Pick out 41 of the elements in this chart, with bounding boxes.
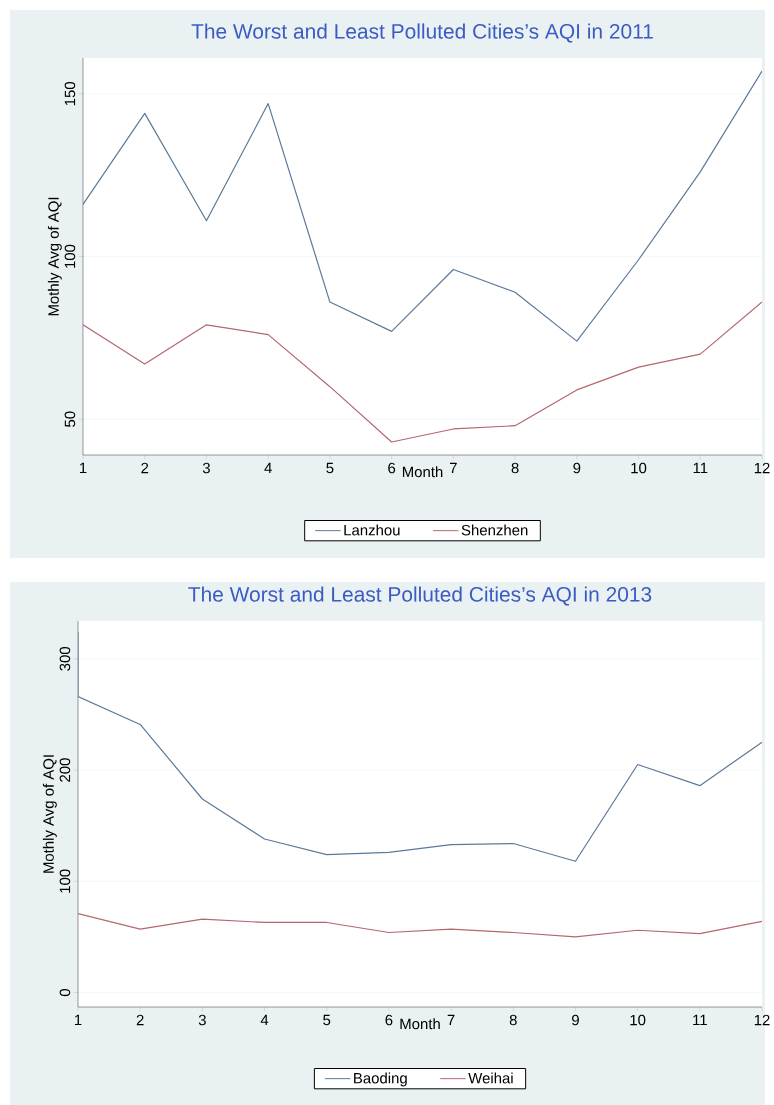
x-tick-label: 7 [447,1014,455,1026]
legend-label: Shenzhen [461,524,528,536]
y-tick-label: 0 [59,988,71,997]
y-axis-title: Mothly Avg of AQI [43,755,57,873]
x-tick-label: 11 [693,1014,708,1026]
x-tick-label: 8 [511,462,519,474]
x-tick-label: 4 [260,1014,269,1026]
x-tick-label: 1 [80,462,87,474]
x-axis-title: Month [400,1018,440,1030]
x-tick-label: 2 [136,1014,144,1026]
chart-title: The Worst and Least Polluted Cities’s AQI in 2011 [191,23,654,43]
x-tick-label: 6 [388,462,396,474]
y-tick-label: 50 [64,411,76,427]
legend-label: Lanzhou [344,524,400,536]
y-tick-label: 200 [59,758,71,782]
x-tick-label: 4 [264,462,273,474]
x-tick-label: 3 [203,462,211,474]
x-tick-label: 11 [693,462,708,474]
legend-label: Weihai [468,1072,513,1084]
x-axis-title: Month [403,466,443,478]
x-tick-label: 5 [326,462,334,474]
x-tick-label: 3 [198,1014,207,1026]
y-tick-label: 100 [59,869,71,893]
y-tick-label: 100 [64,244,76,268]
x-tick-label: 5 [323,1014,331,1026]
x-tick-label: 10 [631,462,647,474]
x-tick-label: 7 [450,462,457,474]
y-axis-title: Mothly Avg of AQI [48,197,62,316]
x-tick-label: 6 [385,1014,393,1026]
x-tick-label: 12 [755,1014,770,1026]
legend-label: Baoding [354,1072,407,1087]
x-tick-label: 12 [755,462,770,474]
x-tick-label: 10 [630,1014,646,1026]
x-tick-label: 9 [572,1014,580,1026]
chart-title: The Worst and Least Polluted Cities’s AQI in 2013 [188,586,652,606]
y-tick-label: 150 [64,81,76,106]
y-tick-label: 300 [59,646,71,671]
x-tick-label: 9 [573,462,581,474]
x-tick-label: 2 [141,462,149,474]
x-tick-label: 8 [509,1014,517,1026]
x-tick-label: 1 [75,1014,82,1026]
